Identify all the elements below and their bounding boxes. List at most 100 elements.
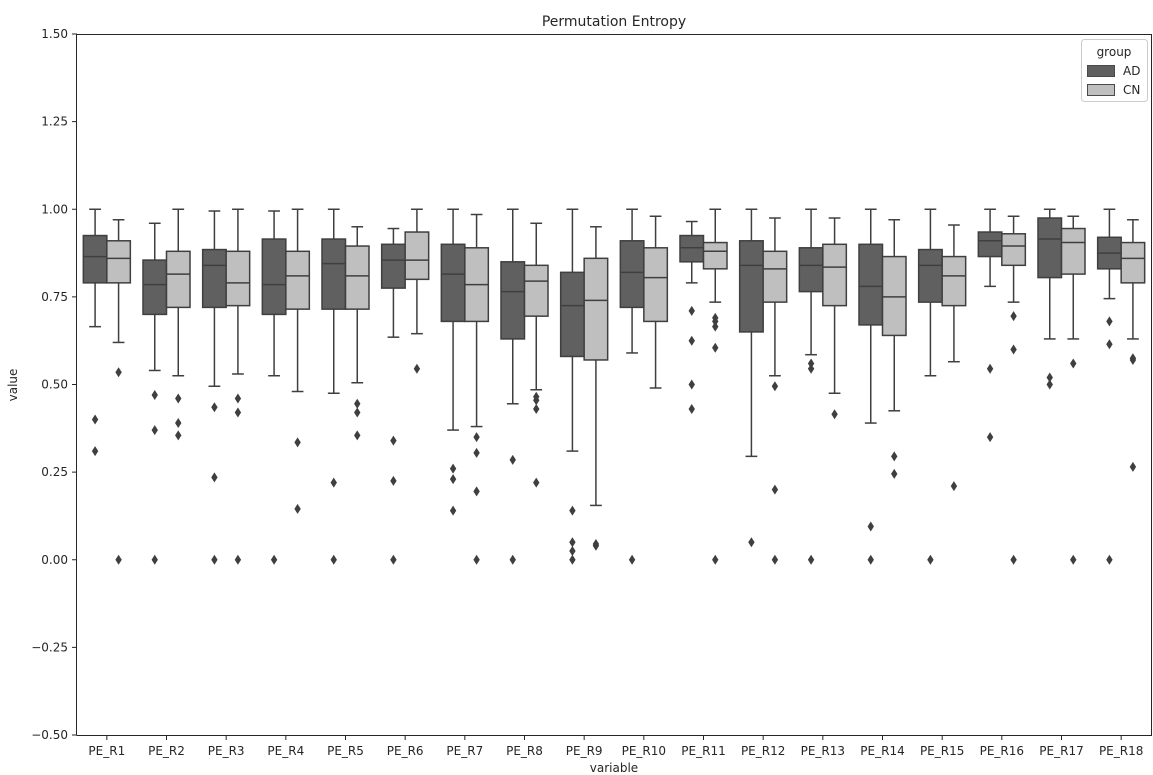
outlier-point bbox=[234, 407, 242, 418]
box-cn bbox=[285, 250, 311, 310]
outlier-point bbox=[688, 335, 695, 346]
box-cn bbox=[106, 240, 132, 284]
outlier-point bbox=[1010, 311, 1017, 322]
box-ad bbox=[1037, 217, 1063, 279]
chart-title: Permutation Entropy bbox=[542, 14, 686, 30]
outlier-point bbox=[1106, 554, 1113, 565]
box-ad bbox=[917, 248, 943, 303]
outlier-point bbox=[1129, 461, 1137, 472]
outlier-point bbox=[807, 363, 815, 374]
box-ad bbox=[380, 243, 406, 289]
outlier-point bbox=[449, 463, 457, 474]
y-tick-label: 1.25 bbox=[41, 115, 68, 129]
outlier-point bbox=[234, 393, 242, 404]
legend-swatch-cn bbox=[1087, 84, 1115, 96]
y-tick-label: 0.00 bbox=[41, 553, 68, 567]
x-tick-label: PE_R2 bbox=[148, 744, 185, 758]
outlier-point bbox=[688, 404, 695, 415]
x-axis-title: variable bbox=[590, 761, 638, 775]
outlier-point bbox=[1106, 316, 1113, 327]
outlier-point bbox=[1129, 354, 1137, 365]
y-tick-label: 1.00 bbox=[41, 202, 68, 216]
outlier-point bbox=[712, 342, 719, 353]
outlier-point bbox=[592, 540, 600, 551]
outlier-point bbox=[867, 554, 874, 565]
outlier-point bbox=[533, 477, 540, 488]
outlier-point bbox=[569, 545, 576, 556]
box-cn bbox=[225, 250, 251, 307]
box-cn bbox=[1060, 227, 1086, 275]
x-tick-label: PE_R7 bbox=[446, 744, 483, 758]
box-ad bbox=[321, 238, 347, 310]
outlier-point bbox=[927, 554, 934, 565]
outlier-point bbox=[449, 474, 457, 485]
box-ad bbox=[858, 243, 884, 326]
x-tick-label: PE_R10 bbox=[622, 744, 666, 758]
box-ad bbox=[142, 259, 168, 316]
outlier-point bbox=[771, 554, 779, 565]
legend-label-cn: CN bbox=[1123, 83, 1140, 97]
outlier-point bbox=[390, 475, 397, 486]
outlier-point bbox=[151, 390, 158, 401]
legend-swatch-ad bbox=[1087, 65, 1115, 77]
x-tick-label: PE_R14 bbox=[860, 744, 904, 758]
outlier-point bbox=[771, 381, 779, 392]
y-ticks: −0.50 −0.25 0.00 0.25 0.50 0.75 1.00 1.25 1.50 bbox=[31, 27, 77, 742]
outlier-point bbox=[831, 409, 838, 420]
box-cn bbox=[165, 250, 191, 309]
x-tick-label: PE_R9 bbox=[566, 744, 603, 758]
outlier-point bbox=[1010, 344, 1017, 355]
outlier-point bbox=[211, 402, 218, 413]
outlier-point bbox=[473, 554, 480, 565]
outlier-point bbox=[473, 447, 480, 458]
box-ad bbox=[559, 271, 585, 358]
outlier-point bbox=[151, 554, 158, 565]
box-cn bbox=[762, 250, 788, 303]
outlier-point bbox=[413, 363, 421, 374]
box-ad bbox=[500, 261, 526, 340]
outlier-point bbox=[950, 481, 958, 492]
outlier-point bbox=[712, 321, 719, 332]
y-tick-label: 0.75 bbox=[41, 290, 68, 304]
outlier-point bbox=[688, 379, 695, 390]
outlier-point bbox=[211, 554, 218, 565]
outlier-point bbox=[891, 451, 898, 462]
outlier-point bbox=[115, 554, 122, 565]
box-ad bbox=[440, 243, 466, 323]
outlier-point bbox=[867, 521, 874, 532]
outlier-point bbox=[270, 554, 278, 565]
outlier-point bbox=[1070, 554, 1077, 565]
outlier-point bbox=[354, 430, 361, 441]
outlier-point bbox=[1106, 339, 1113, 350]
box-ad bbox=[619, 240, 645, 309]
box-cn bbox=[643, 247, 669, 323]
outlier-point bbox=[354, 407, 361, 418]
outlier-point bbox=[390, 554, 397, 565]
outlier-point bbox=[533, 404, 540, 415]
outlier-point bbox=[533, 395, 540, 406]
outlier-point bbox=[712, 554, 719, 565]
x-tick-label: PE_R17 bbox=[1039, 744, 1083, 758]
box-cn bbox=[822, 243, 848, 307]
x-tick-label: PE_R15 bbox=[920, 744, 964, 758]
x-tick-label: PE_R4 bbox=[267, 744, 304, 758]
box-cn bbox=[404, 231, 430, 281]
outlier-point bbox=[628, 554, 636, 565]
box-ad bbox=[977, 231, 1003, 258]
outlier-point bbox=[294, 437, 301, 448]
outlier-point bbox=[330, 477, 337, 488]
outlier-point bbox=[473, 486, 480, 497]
box-cn bbox=[941, 255, 967, 307]
x-tick-label: PE_R1 bbox=[88, 744, 125, 758]
legend-label-ad: AD bbox=[1123, 64, 1140, 78]
outlier-point bbox=[91, 414, 99, 425]
outlier-point bbox=[1070, 358, 1077, 369]
legend-title: group bbox=[1097, 45, 1132, 59]
box-cn bbox=[881, 255, 907, 337]
outlier-point bbox=[115, 367, 122, 378]
box-ad bbox=[679, 234, 705, 263]
outlier-point bbox=[473, 432, 480, 443]
legend: group AD CN bbox=[1081, 39, 1148, 102]
outlier-point bbox=[986, 363, 994, 374]
outlier-point bbox=[807, 554, 815, 565]
